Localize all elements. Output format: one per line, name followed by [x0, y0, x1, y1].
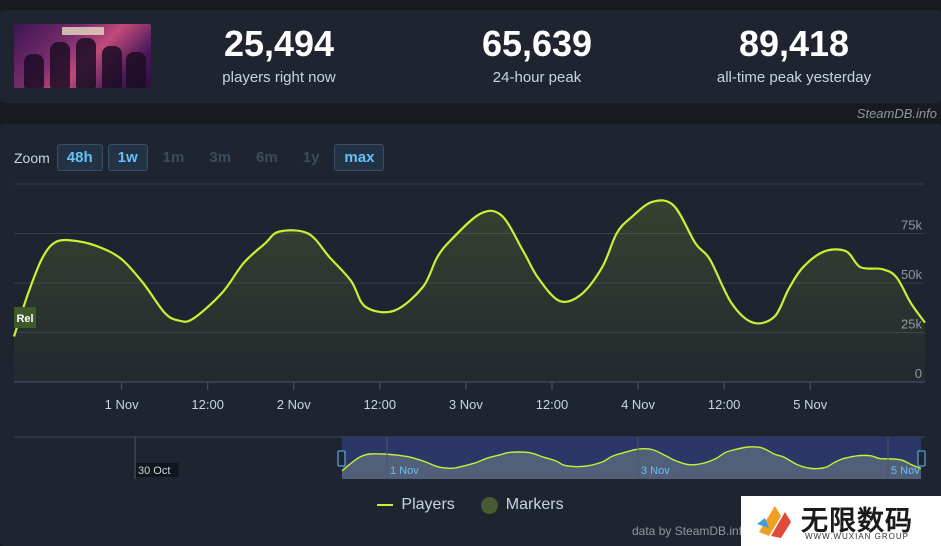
- navigator[interactable]: 30 Oct 1 Nov 3 Nov 5 Nov: [14, 436, 926, 479]
- stat-label: 24-hour peak: [492, 69, 582, 86]
- players-series-line[interactable]: [12, 199, 926, 337]
- watermark-subtext: WWW.WUXIAN GROUP: [805, 532, 909, 541]
- x-tick-label: 1 Nov: [105, 397, 139, 412]
- stat-all-time-peak: 89,418 all-time peak yesterday: [684, 23, 904, 87]
- navigator-label-bg: [136, 463, 179, 477]
- navigator-area: [342, 446, 921, 479]
- navigator-label: 3 Nov: [641, 465, 670, 477]
- character-figure: [24, 54, 44, 88]
- navigator-left-handle[interactable]: [337, 450, 346, 467]
- x-tick-label: 5 Nov: [793, 397, 827, 412]
- navigator-right-handle[interactable]: [917, 450, 926, 467]
- stat-value: 25,494: [223, 23, 335, 64]
- players-area: [14, 200, 925, 382]
- x-tick-label: 12:00: [708, 397, 741, 412]
- zoom-label: Zoom: [14, 149, 50, 166]
- stat-current-players: 25,494 players right now: [169, 23, 389, 87]
- zoom-1w-button[interactable]: 1w: [107, 144, 148, 171]
- watermark: 无限数码 WWW.WUXIAN GROUP: [741, 496, 941, 546]
- stat-24h-peak: 65,639 24-hour peak: [427, 23, 647, 87]
- stat-value: 89,418: [738, 23, 850, 64]
- stat-label: players right now: [222, 69, 336, 86]
- player-chart[interactable]: 0 25k 50k 75k 1 Nov 12:00 2 Nov 12:00 3 Nov 12:0…: [0, 124, 941, 494]
- x-tick-label: 12:00: [364, 397, 397, 412]
- navigator-line: [341, 446, 922, 472]
- x-tick-label: 4 Nov: [621, 397, 655, 412]
- chart-panel: Zoom 48h 1w 1m 3m 6m 1y max 0 25k 50k 75k 1…: [0, 124, 941, 546]
- character-figure: [102, 46, 122, 88]
- stats-header: 25,494 players right now 65,639 24-hour …: [0, 10, 941, 103]
- game-thumbnail[interactable]: [14, 24, 151, 88]
- character-figure: [50, 42, 70, 88]
- zoom-6m-button[interactable]: 6m: [256, 149, 278, 166]
- zoom-controls: Zoom 48h 1w 1m 3m 6m 1y max: [14, 144, 389, 171]
- legend-dot-icon: [480, 496, 498, 514]
- legend-markers[interactable]: Markers: [480, 496, 564, 514]
- x-tick-label: 3 Nov: [449, 397, 483, 412]
- chart-legend: Players Markers: [0, 496, 941, 514]
- watermark-text: 无限数码: [801, 506, 913, 537]
- navigator-label: 5 Nov: [891, 465, 920, 477]
- watermark-logo-icon: [757, 506, 791, 538]
- x-tick-label: 12:00: [191, 397, 224, 412]
- rel-marker[interactable]: [14, 307, 36, 328]
- legend-players[interactable]: Players: [377, 496, 455, 514]
- stat-label: all-time peak yesterday: [716, 69, 872, 86]
- x-tick-label: 2 Nov: [277, 397, 311, 412]
- zoom-max-button[interactable]: max: [334, 144, 385, 171]
- navigator-label: 1 Nov: [390, 465, 419, 477]
- navigator-label: 30 Oct: [138, 465, 170, 477]
- y-tick-label: 75k: [901, 218, 922, 233]
- y-tick-label: 50k: [901, 267, 922, 282]
- zoom-3m-button[interactable]: 3m: [209, 149, 232, 166]
- rel-marker-label: Rel: [16, 313, 33, 325]
- game-logo: [62, 27, 104, 35]
- x-tick-label: 12:00: [536, 397, 569, 412]
- character-figure: [126, 52, 146, 88]
- stat-value: 65,639: [481, 23, 593, 64]
- zoom-48h-button[interactable]: 48h: [56, 144, 103, 171]
- zoom-1m-button[interactable]: 1m: [162, 149, 185, 166]
- steamdb-link[interactable]: SteamDB.info: [856, 106, 937, 121]
- y-tick-label: 0: [915, 366, 922, 381]
- zoom-1y-button[interactable]: 1y: [302, 149, 320, 166]
- data-credit[interactable]: data by SteamDB.info: [632, 524, 749, 538]
- legend-line-icon: [377, 504, 394, 506]
- legend-markers-label: Markers: [505, 496, 564, 513]
- y-tick-label: 25k: [901, 317, 922, 332]
- legend-players-label: Players: [401, 496, 455, 513]
- character-figure: [76, 38, 96, 88]
